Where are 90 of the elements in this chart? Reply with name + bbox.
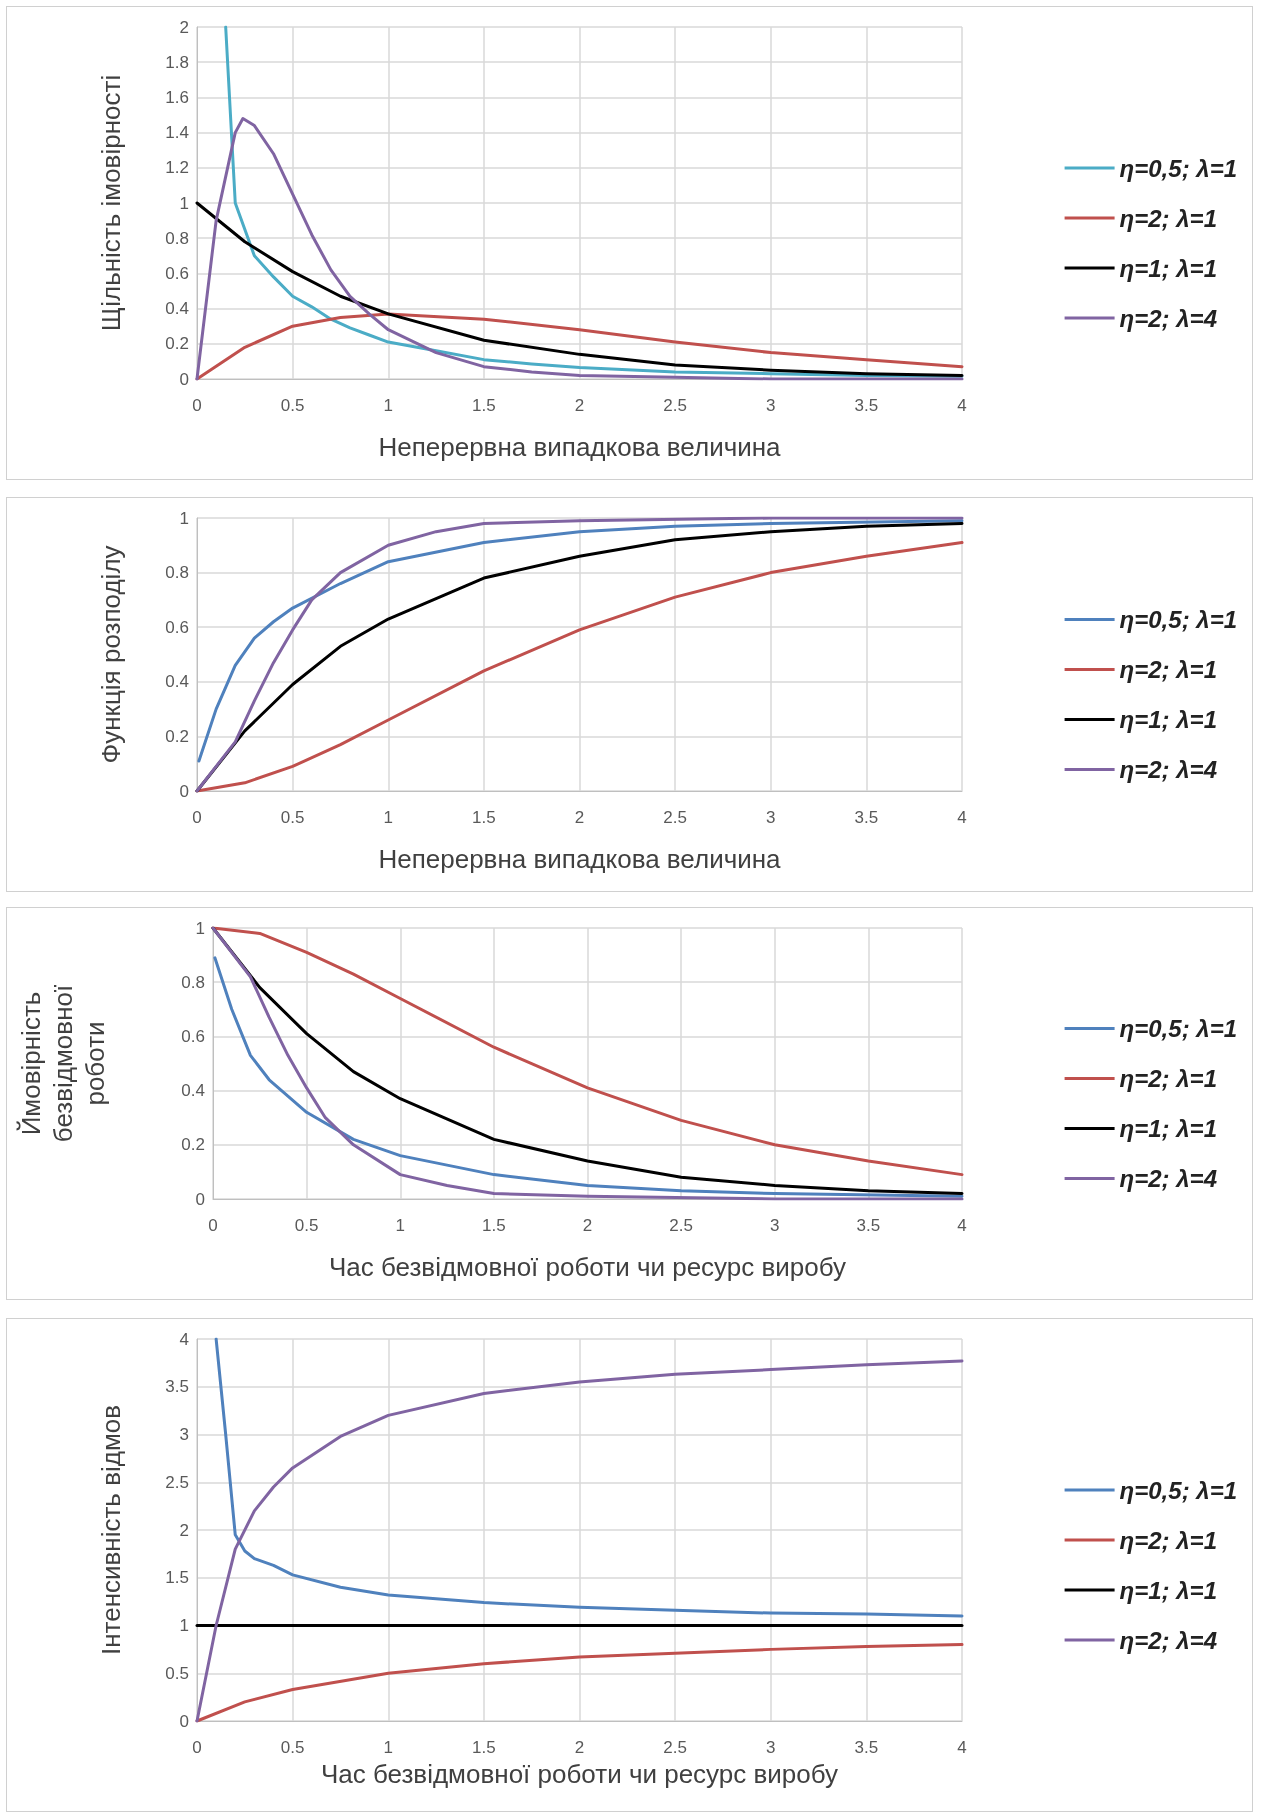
x-tick-label: 3	[766, 808, 776, 827]
legend-label: η=2; λ=4	[1119, 756, 1217, 783]
y-tick-label: 0.4	[165, 672, 189, 692]
legend-label: η=0,5; λ=1	[1119, 1476, 1238, 1504]
x-tick-label: 2	[582, 1216, 593, 1235]
x-tick-label: 2.5	[669, 1216, 693, 1235]
legend-label: η=2; λ=1	[1119, 1526, 1217, 1554]
x-tick-label: 1	[383, 1738, 393, 1757]
x-tick-label: 2.5	[663, 808, 687, 827]
y-tick-label: 0.4	[165, 299, 189, 319]
y-tick-label: 1	[179, 1616, 189, 1635]
y-tick-label: 1	[195, 918, 205, 938]
legend-label: η=2; λ=1	[1119, 204, 1217, 232]
x-tick-label: 0	[208, 1216, 218, 1235]
y-tick-label: 4	[179, 1329, 189, 1349]
x-tick-label: 0.5	[280, 1738, 305, 1757]
y-tick-label: 0.2	[181, 1135, 205, 1155]
x-tick-label: 1.5	[472, 1738, 496, 1757]
legend-label: η=1; λ=1	[1119, 1115, 1217, 1142]
x-tick-label: 3	[766, 1738, 776, 1757]
x-tick-label: 1.5	[472, 808, 496, 827]
x-tick-label: 2	[574, 808, 585, 827]
legend-label: η=0,5; λ=1	[1119, 606, 1238, 633]
x-tick-label: 1.5	[472, 396, 496, 415]
legend-label: η=1; λ=1	[1119, 706, 1217, 733]
x-tick-label: 4	[957, 808, 967, 827]
x-tick-label: 1	[383, 808, 393, 827]
x-tick-label: 3	[770, 1216, 780, 1235]
x-tick-label: 3.5	[854, 808, 879, 827]
y-tick-label: 1.8	[165, 52, 189, 72]
y-axis-title: Ймовірність безвідмовної роботи	[16, 984, 110, 1143]
x-tick-label: 3	[766, 396, 776, 415]
y-tick-label: 1	[179, 193, 189, 213]
legend-label: η=2; λ=4	[1119, 1626, 1217, 1654]
y-tick-label: 0.6	[165, 263, 189, 283]
x-axis-title: Неперервна випадкова величина	[378, 844, 782, 874]
y-tick-label: 1.4	[165, 123, 189, 143]
legend-label: η=2; λ=1	[1119, 1065, 1217, 1092]
legend-label: η=2; λ=4	[1119, 1165, 1217, 1192]
legend-label: η=2; λ=4	[1119, 304, 1217, 332]
x-tick-label: 1.5	[482, 1216, 506, 1235]
x-tick-label: 2	[574, 396, 585, 415]
y-tick-label: 0	[179, 1711, 189, 1731]
x-tick-label: 4	[957, 1216, 967, 1235]
y-tick-label: 0.2	[165, 334, 189, 354]
y-tick-label: 0	[179, 781, 189, 801]
x-tick-label: 3.5	[856, 1216, 881, 1235]
x-tick-label: 3.5	[854, 1738, 879, 1757]
x-tick-label: 4	[957, 1738, 967, 1757]
x-tick-label: 1	[383, 396, 393, 415]
x-tick-label: 2	[574, 1738, 585, 1757]
y-tick-label: 0.8	[181, 972, 205, 992]
x-tick-label: 2.5	[663, 1738, 687, 1757]
legend-label: η=0,5; λ=1	[1119, 1015, 1238, 1042]
legend-label: η=1; λ=1	[1119, 1576, 1217, 1604]
x-axis-title: Час безвідмовної роботи чи ресурс виробу	[328, 1252, 847, 1282]
y-tick-label: 3.5	[165, 1377, 189, 1397]
y-tick-label: 1.6	[165, 87, 189, 107]
y-tick-label: 1.2	[165, 158, 189, 178]
x-tick-label: 0.5	[280, 808, 305, 827]
y-tick-label: 1.5	[165, 1568, 189, 1588]
y-tick-label: 0.5	[165, 1663, 189, 1683]
x-tick-label: 2.5	[663, 396, 687, 415]
legend-label: η=0,5; λ=1	[1119, 154, 1238, 182]
y-tick-label: 0.6	[181, 1026, 205, 1046]
y-tick-label: 0.8	[165, 228, 189, 248]
x-tick-label: 3.5	[854, 396, 879, 415]
y-axis-title: Інтенсивність відмов	[96, 1404, 126, 1656]
x-tick-label: 4	[957, 396, 967, 415]
y-axis-title: Щільність імовірності	[96, 74, 126, 332]
y-tick-label: 0	[179, 369, 189, 389]
y-tick-label: 0.6	[165, 617, 189, 637]
y-tick-label: 0.2	[165, 726, 189, 746]
line-series	[214, 1337, 964, 1618]
legend-label: η=1; λ=1	[1119, 254, 1217, 282]
y-tick-label: 0.8	[165, 563, 189, 583]
y-tick-label: 2.5	[165, 1472, 189, 1492]
y-tick-label: 2	[179, 17, 189, 37]
y-axis-title: Функція розподілу	[96, 545, 126, 764]
x-tick-label: 1	[395, 1216, 405, 1235]
y-tick-label: 0	[195, 1189, 205, 1209]
x-tick-label: 0.5	[280, 396, 305, 415]
y-tick-label: 0.4	[181, 1081, 205, 1101]
y-tick-label: 1	[179, 508, 189, 528]
x-axis-title: Час безвідмовної роботи чи ресурс виробу	[320, 1758, 839, 1789]
y-tick-label: 3	[179, 1425, 189, 1444]
legend-label: η=2; λ=1	[1119, 656, 1217, 683]
x-tick-label: 0.5	[294, 1216, 319, 1235]
y-tick-label: 2	[179, 1520, 189, 1540]
x-axis-title: Неперервна випадкова величина	[378, 432, 782, 462]
